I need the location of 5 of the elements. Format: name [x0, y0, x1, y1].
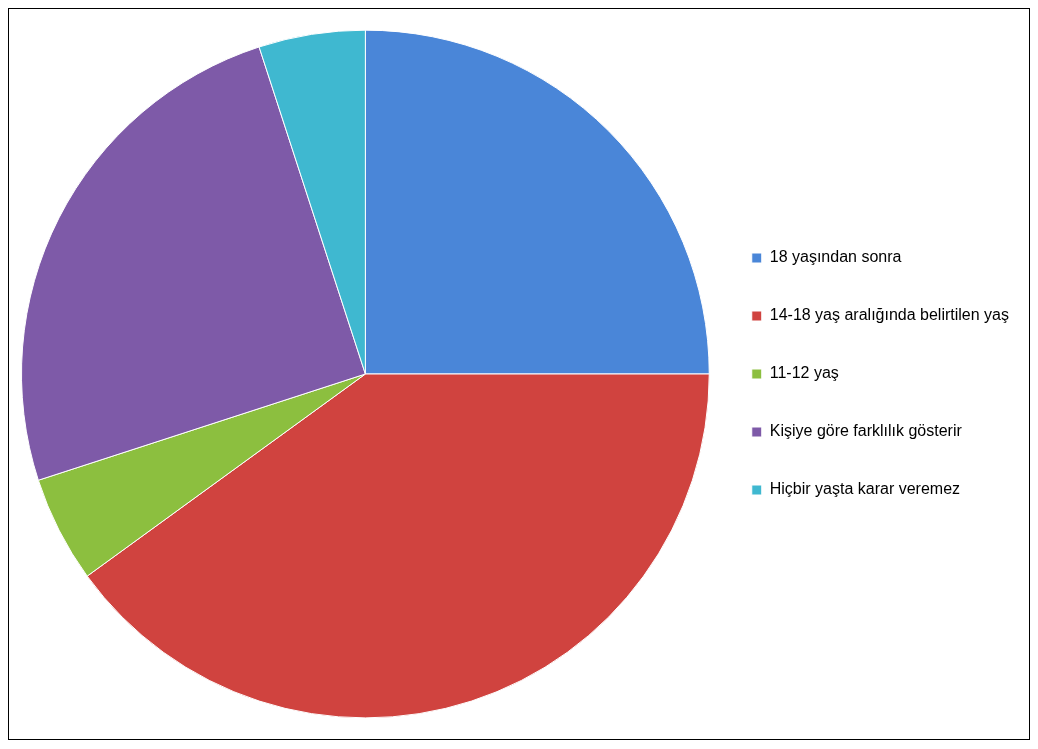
legend-label: 11-12 yaş — [769, 364, 839, 382]
legend-label: 14-18 yaş aralığında belirtilen yaş — [769, 306, 1009, 324]
legend-label: Hiçbir yaşta karar veremez — [769, 480, 961, 498]
legend-label: 18 yaşından sonra — [769, 248, 902, 266]
legend-label: Kişiye göre farklılık gösterir — [769, 422, 963, 440]
